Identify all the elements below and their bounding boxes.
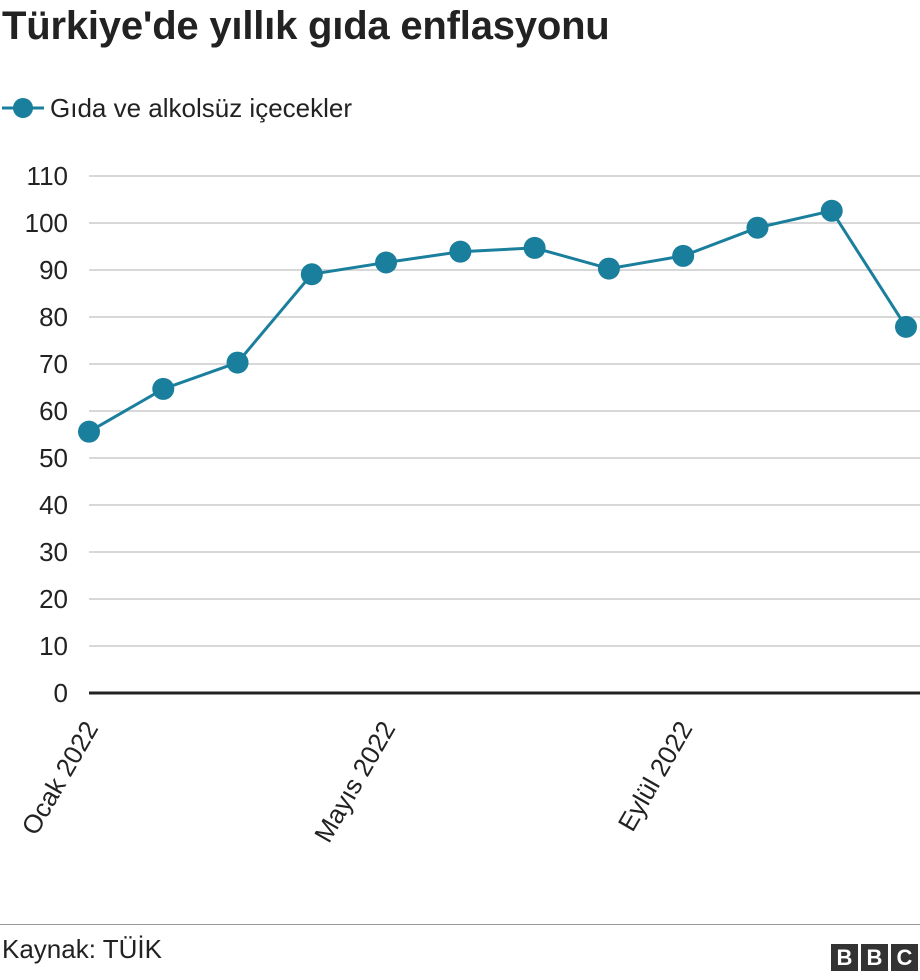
bbc-logo-letter: B <box>861 944 888 971</box>
source-note: Kaynak: TÜİK <box>2 934 162 964</box>
legend-swatch <box>2 98 44 118</box>
bbc-logo-letter: C <box>891 944 918 971</box>
legend: Gıda ve alkolsüz içecekler <box>0 88 352 128</box>
data-point <box>449 240 472 263</box>
data-point <box>523 236 546 259</box>
series-line <box>88 209 908 433</box>
y-tick-label: 60 <box>39 396 68 426</box>
data-point <box>672 244 695 267</box>
chart-title: Türkiye'de yıllık gıda enflasyonu <box>2 4 610 48</box>
y-tick-label: 80 <box>39 302 68 332</box>
line-chart: 0 10 20 30 40 50 60 70 80 90 100 110 Ocak 2022 Mayıs… <box>15 161 920 847</box>
data-point <box>226 351 249 374</box>
x-tick-label: Mayıs 2022 <box>308 716 401 847</box>
y-tick-label: 90 <box>39 255 68 285</box>
data-point <box>300 263 323 286</box>
data-point <box>375 251 398 274</box>
data-point <box>152 377 175 400</box>
y-tick-label: 0 <box>54 678 68 708</box>
data-point <box>820 199 843 222</box>
data-point <box>895 315 917 338</box>
y-tick-label: 20 <box>39 584 68 614</box>
y-tick-label: 100 <box>25 208 68 238</box>
y-tick-label: 70 <box>39 349 68 379</box>
y-tick-label: 110 <box>27 161 68 191</box>
y-tick-label: 50 <box>39 443 68 473</box>
data-point <box>597 257 620 280</box>
x-tick-label: Eylül 2022 <box>612 716 699 836</box>
bbc-logo: B B C <box>831 944 918 971</box>
data-point <box>78 420 100 443</box>
y-tick-label: 10 <box>39 631 68 661</box>
data-points <box>78 199 917 443</box>
legend-label: Gıda ve alkolsüz içecekler <box>50 92 353 123</box>
gridlines <box>89 175 920 647</box>
y-tick-label: 30 <box>39 537 68 567</box>
series-line-path <box>88 209 908 433</box>
y-axis-ticks: 0 10 20 30 40 50 60 70 80 90 100 110 <box>25 161 68 708</box>
y-tick-label: 40 <box>39 490 68 520</box>
bbc-logo-letter: B <box>831 944 858 971</box>
x-tick-label: Ocak 2022 <box>15 716 104 840</box>
data-point <box>746 216 769 239</box>
x-axis-ticks: Ocak 2022 Mayıs 2022 Eylül 2022 <box>15 716 698 847</box>
footer-divider <box>0 924 920 925</box>
